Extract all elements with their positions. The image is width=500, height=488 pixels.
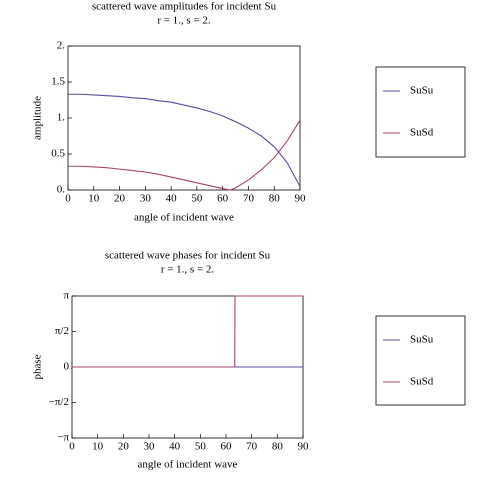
y-tick-label: −π/2 bbox=[49, 396, 69, 408]
x-tick-label: 20 bbox=[114, 193, 126, 205]
series-line bbox=[68, 119, 301, 191]
x-tick-label: 80 bbox=[272, 441, 284, 453]
series-line bbox=[72, 295, 303, 368]
y-tick-label: 0.5 bbox=[51, 148, 65, 160]
legend-label: SuSd bbox=[410, 127, 434, 139]
x-tick-label: 40 bbox=[169, 441, 181, 453]
x-tick-label: 30 bbox=[144, 441, 156, 453]
y-tick-label: 0. bbox=[57, 184, 66, 196]
y-tick-label: π/2 bbox=[55, 325, 69, 337]
x-tick-label: 0 bbox=[65, 193, 71, 205]
chart-subtitle: r = 1., s = 2. bbox=[157, 15, 211, 27]
x-tick-label: 80 bbox=[269, 193, 281, 205]
series-line bbox=[68, 93, 301, 187]
x-tick-label: 90 bbox=[298, 441, 310, 453]
x-tick-label: 70 bbox=[246, 441, 258, 453]
x-tick-label: 10 bbox=[88, 193, 100, 205]
y-tick-label: 2. bbox=[57, 40, 66, 52]
x-tick-label: 90 bbox=[295, 193, 307, 205]
y-tick-label: π bbox=[63, 290, 69, 302]
x-tick-label: 30 bbox=[140, 193, 152, 205]
x-tick-label: 60 bbox=[217, 193, 229, 205]
x-tick-label: 70 bbox=[243, 193, 255, 205]
legend-box bbox=[375, 315, 466, 406]
y-tick-label: 0 bbox=[64, 361, 70, 373]
chart-title: scattered wave phases for incident Su bbox=[105, 250, 271, 262]
y-axis-title: amplitude bbox=[32, 96, 44, 140]
plot-frame bbox=[67, 45, 301, 191]
x-tick-label: 50 bbox=[191, 193, 203, 205]
x-tick-label: 40 bbox=[166, 193, 178, 205]
legend-box bbox=[375, 66, 466, 158]
legend-label: SuSu bbox=[410, 334, 434, 346]
x-axis-title: angle of incident wave bbox=[138, 459, 238, 471]
y-axis-title: phase bbox=[32, 354, 44, 379]
y-tick-label: −π bbox=[57, 432, 69, 444]
x-tick-label: 10 bbox=[92, 441, 104, 453]
chart-subtitle: r = 1., s = 2. bbox=[161, 264, 215, 276]
x-tick-label: 50 bbox=[195, 441, 207, 453]
x-tick-label: 60 bbox=[221, 441, 233, 453]
x-axis-title: angle of incident wave bbox=[134, 212, 234, 224]
chart-title: scattered wave amplitudes for incident S… bbox=[92, 1, 277, 13]
y-tick-label: 1.5 bbox=[51, 76, 65, 88]
legend-label: SuSd bbox=[410, 376, 434, 388]
x-tick-label: 0 bbox=[69, 441, 75, 453]
x-tick-label: 20 bbox=[118, 441, 130, 453]
legend-label: SuSu bbox=[410, 85, 434, 97]
y-tick-label: 1. bbox=[57, 112, 66, 124]
